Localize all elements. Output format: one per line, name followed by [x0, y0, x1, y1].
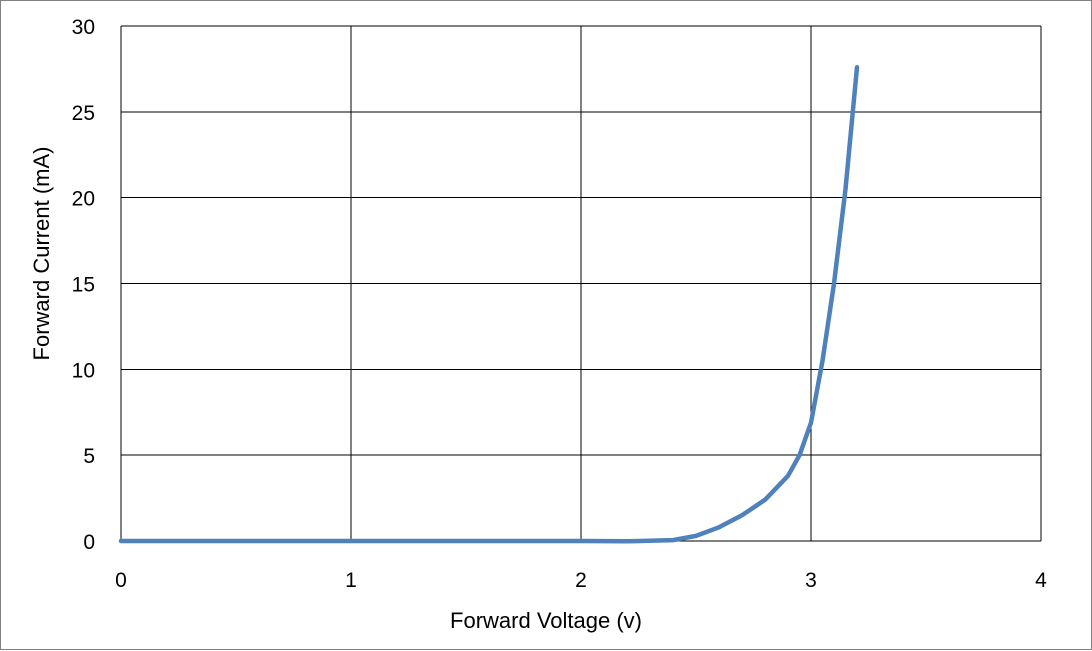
x-tick-labels: 0 1 2 3 4 — [115, 569, 1047, 592]
y-tick-label-3: 15 — [72, 274, 95, 297]
x-tick-label-1: 1 — [345, 569, 357, 592]
x-tick-label-0: 0 — [115, 569, 127, 592]
x-tick-label-4: 4 — [1035, 569, 1047, 592]
y-axis-title: Forward Current (mA) — [29, 147, 54, 361]
y-tick-label-2: 10 — [72, 359, 95, 382]
x-tick-label-2: 2 — [575, 569, 587, 592]
y-tick-label-1: 5 — [83, 445, 95, 468]
y-tick-labels: 0 5 10 15 20 25 30 — [72, 16, 95, 554]
y-tick-label-4: 20 — [72, 188, 95, 211]
y-tick-label-5: 25 — [72, 102, 95, 125]
series-line-0 — [118, 64, 860, 544]
series-layer — [118, 64, 860, 544]
y-tick-label-0: 0 — [83, 531, 95, 554]
y-tick-label-6: 30 — [72, 16, 95, 39]
x-axis-title: Forward Voltage (v) — [450, 608, 642, 633]
grid-layer — [120, 25, 1042, 542]
x-tick-label-3: 3 — [805, 569, 817, 592]
